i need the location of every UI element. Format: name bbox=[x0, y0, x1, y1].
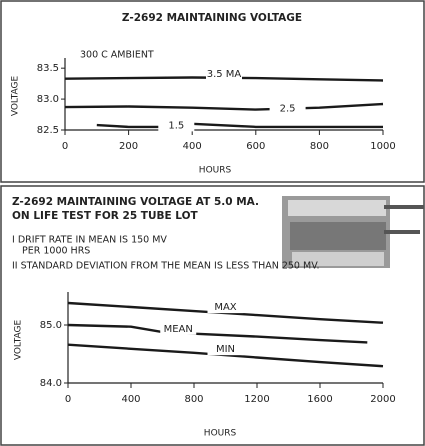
y-axis-label: VOLTAGE bbox=[11, 76, 21, 117]
series-label: 1.5 bbox=[168, 120, 184, 131]
label-bg bbox=[207, 343, 244, 356]
series-line bbox=[96, 122, 383, 129]
chart-title: Z-2692 MAINTAINING VOLTAGE AT 5.0 MA. bbox=[12, 196, 259, 208]
tube-photo bbox=[282, 196, 424, 268]
x-tick-label: 1200 bbox=[244, 394, 269, 405]
series-line bbox=[64, 102, 384, 111]
series-label: MAX bbox=[214, 302, 236, 313]
y-tick-label: 83.5 bbox=[37, 63, 59, 74]
y-tick-label: 85.0 bbox=[40, 320, 62, 331]
x-tick-label: 200 bbox=[119, 141, 138, 152]
x-axis-label: HOURS bbox=[204, 429, 237, 439]
x-tick-label: 800 bbox=[184, 394, 203, 405]
label-bg bbox=[207, 301, 244, 314]
chart-subtitle: ON LIFE TEST FOR 25 TUBE LOT bbox=[12, 210, 199, 222]
annotation: I DRIFT RATE IN MEAN IS 150 MV bbox=[12, 235, 167, 246]
label-bg bbox=[269, 102, 306, 115]
x-tick-label: 400 bbox=[183, 141, 202, 152]
y-axis-label: VOLTAGE bbox=[14, 320, 24, 361]
annotation: II STANDARD DEVIATION FROM THE MEAN IS L… bbox=[12, 261, 320, 272]
label-bg bbox=[160, 322, 197, 335]
x-tick-label: 2000 bbox=[370, 394, 395, 405]
panel-border bbox=[0, 185, 425, 446]
x-tick-label: 800 bbox=[310, 141, 329, 152]
x-axis-label: HOURS bbox=[199, 166, 232, 176]
x-tick-label: 600 bbox=[246, 141, 265, 152]
y-tick-label: 84.0 bbox=[40, 378, 62, 389]
y-tick-label: 83.0 bbox=[37, 94, 59, 105]
series-label: 2.5 bbox=[280, 104, 296, 115]
x-tick-label: 0 bbox=[62, 141, 68, 152]
x-tick-label: 1000 bbox=[370, 141, 395, 152]
annotation: PER 1000 HRS bbox=[22, 246, 90, 257]
x-tick-label: 1600 bbox=[307, 394, 332, 405]
chart-title: Z-2692 MAINTAINING VOLTAGE bbox=[122, 12, 302, 24]
series-label: 3.5 MA bbox=[207, 69, 242, 80]
annotation: 300 C AMBIENT bbox=[80, 50, 154, 61]
panel-border bbox=[0, 0, 425, 183]
series-line bbox=[67, 323, 368, 344]
x-tick-label: 400 bbox=[121, 394, 140, 405]
x-tick-label: 0 bbox=[65, 394, 71, 405]
label-bg bbox=[206, 67, 242, 80]
label-bg bbox=[158, 119, 195, 132]
series-label: MIN bbox=[216, 344, 235, 355]
y-tick-label: 82.5 bbox=[37, 125, 59, 136]
series-label: MEAN bbox=[164, 324, 193, 335]
